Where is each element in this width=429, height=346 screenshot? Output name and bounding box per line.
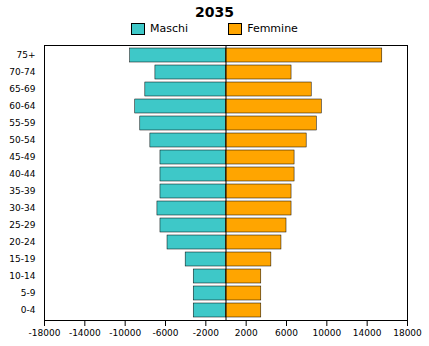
svg-text:75+: 75+ xyxy=(17,50,36,60)
svg-text:20-24: 20-24 xyxy=(9,237,35,247)
svg-text:40-44: 40-44 xyxy=(9,169,35,179)
svg-text:70-74: 70-74 xyxy=(9,67,35,77)
svg-text:35-39: 35-39 xyxy=(9,186,35,196)
svg-text:14000: 14000 xyxy=(353,328,382,338)
svg-text:18000: 18000 xyxy=(393,328,422,338)
svg-text:15-19: 15-19 xyxy=(9,254,35,264)
svg-text:65-69: 65-69 xyxy=(9,84,35,94)
svg-text:55-59: 55-59 xyxy=(9,118,35,128)
svg-text:-14000: -14000 xyxy=(69,328,101,338)
svg-text:60-64: 60-64 xyxy=(9,101,35,111)
svg-text:-18000: -18000 xyxy=(29,328,61,338)
svg-text:5-9: 5-9 xyxy=(21,288,36,298)
svg-text:10000: 10000 xyxy=(313,328,342,338)
html-text:Maschi: Maschi xyxy=(150,22,189,35)
svg-text:0-4: 0-4 xyxy=(21,305,36,315)
html-text:2035: 2035 xyxy=(195,4,234,20)
svg-text:-6000: -6000 xyxy=(152,328,178,338)
svg-text:50-54: 50-54 xyxy=(9,135,35,145)
svg-text:-10000: -10000 xyxy=(109,328,141,338)
svg-text:25-29: 25-29 xyxy=(9,220,35,230)
svg-text:-2000: -2000 xyxy=(193,328,219,338)
svg-text:30-34: 30-34 xyxy=(9,203,35,213)
svg-text:6000: 6000 xyxy=(275,328,298,338)
svg-text:10-14: 10-14 xyxy=(9,271,35,281)
svg-text:45-49: 45-49 xyxy=(9,152,35,162)
html-text:Femmine: Femmine xyxy=(247,22,298,35)
svg-text:2000: 2000 xyxy=(235,328,258,338)
